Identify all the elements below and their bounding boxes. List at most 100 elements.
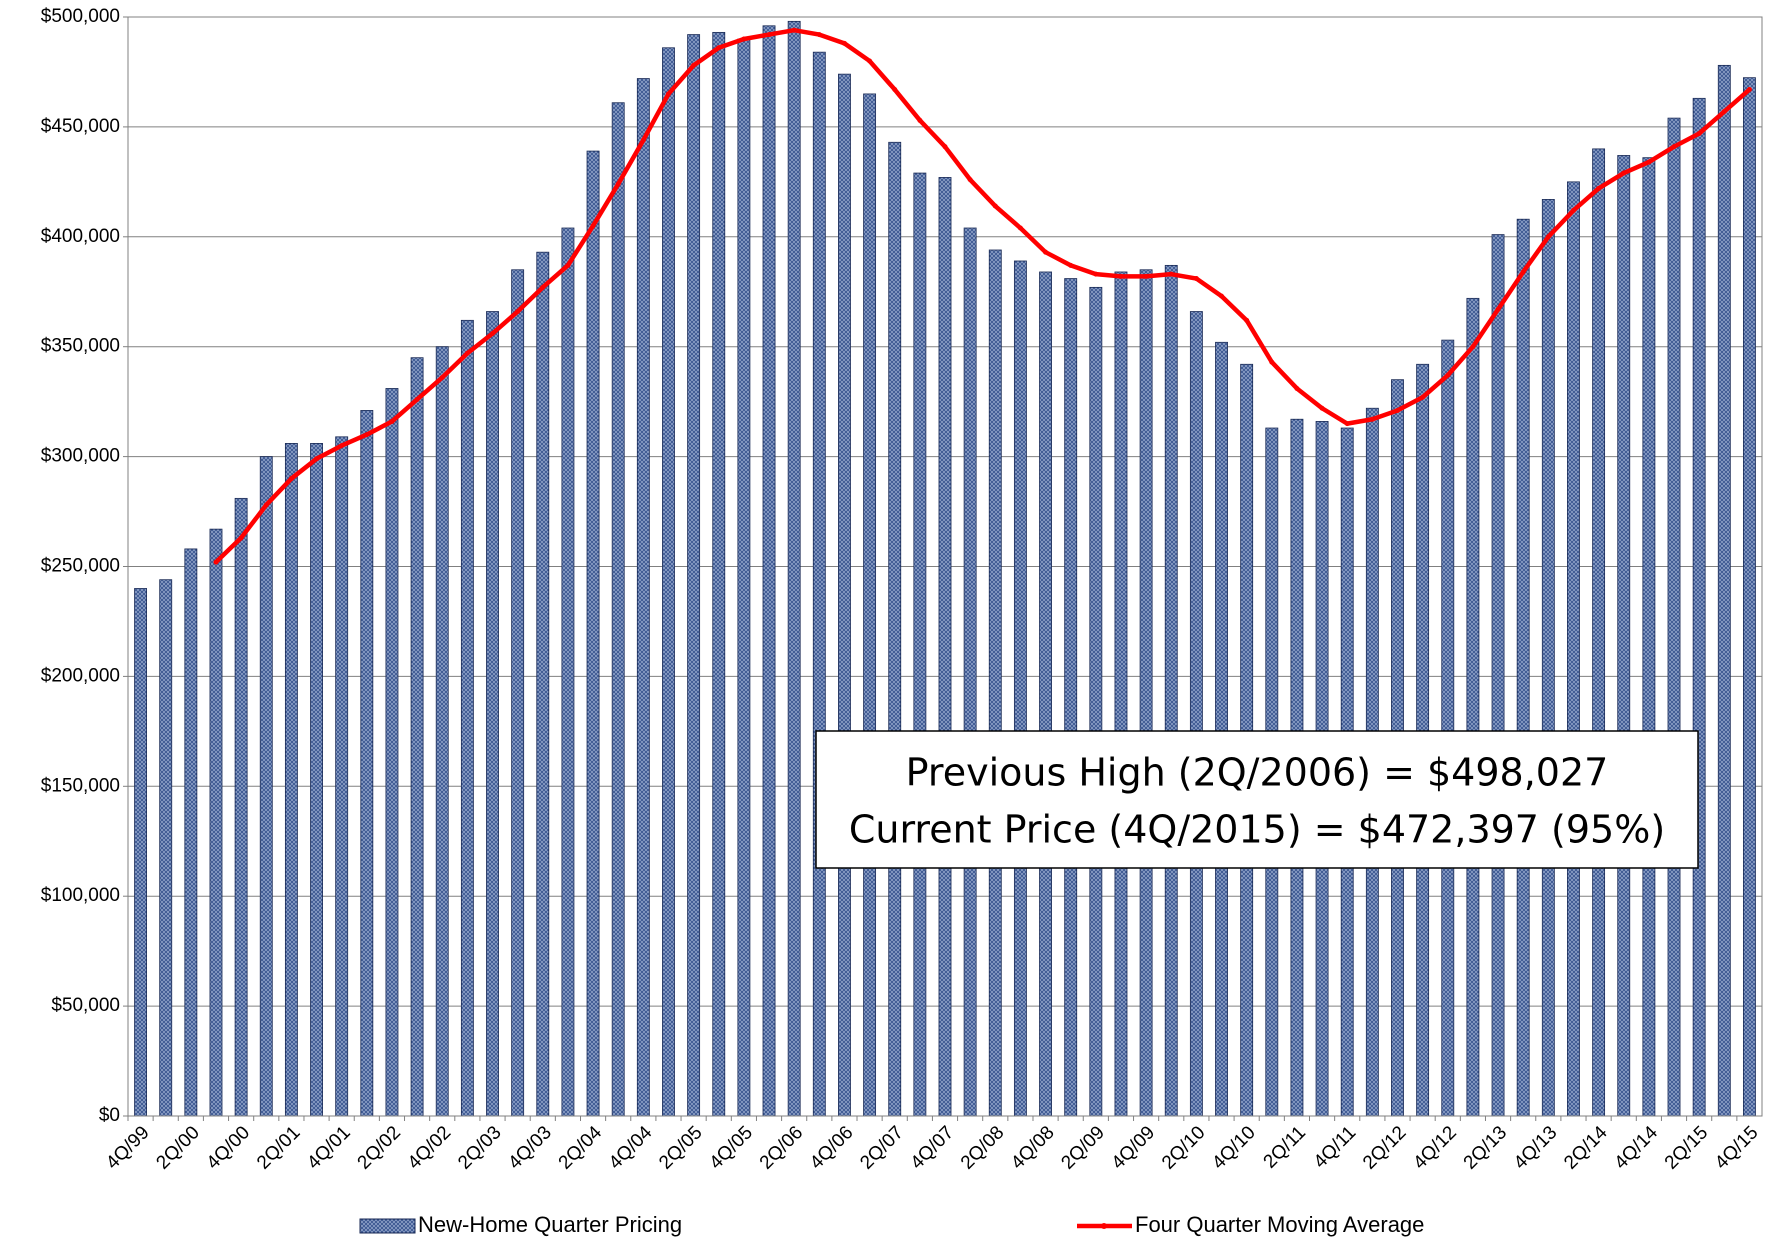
annotation: Previous High (2Q/2006) = $498,027 — [906, 751, 1609, 795]
line-marker — [1017, 225, 1023, 231]
bar — [259, 456, 273, 1117]
line-marker — [1043, 249, 1049, 255]
bar — [1717, 64, 1731, 1117]
bar — [1466, 297, 1480, 1117]
bar — [234, 497, 248, 1117]
bar — [209, 528, 223, 1117]
line-marker — [816, 32, 822, 38]
legend-label: Four Quarter Moving Average — [1135, 1212, 1424, 1237]
x-tick-label: 4Q/13 — [1510, 1122, 1561, 1173]
bar — [1667, 117, 1681, 1117]
x-tick-label: 4Q/07 — [907, 1122, 958, 1173]
bar — [888, 141, 902, 1117]
x-tick-label: 2Q/06 — [756, 1122, 807, 1173]
annotation: Current Price (4Q/2015) = $472,397 (95%) — [849, 808, 1665, 852]
bar — [838, 73, 851, 1117]
x-tick-label: 2Q/15 — [1661, 1122, 1712, 1173]
bar — [712, 31, 726, 1117]
line-marker — [841, 40, 847, 46]
line-marker — [1420, 394, 1426, 400]
line-marker — [1369, 416, 1375, 422]
x-tick-label: 4Q/03 — [504, 1122, 555, 1173]
bar — [284, 443, 298, 1117]
bar — [1642, 157, 1656, 1117]
bar — [863, 93, 877, 1117]
line-marker — [314, 456, 320, 462]
line-marker — [515, 309, 521, 315]
x-tick-label: 4Q/06 — [806, 1122, 857, 1173]
line-marker — [565, 262, 571, 268]
line-marker — [1646, 159, 1652, 165]
line-marker — [992, 203, 998, 209]
x-tick-label: 4Q/15 — [1711, 1122, 1762, 1173]
line-marker — [1621, 170, 1627, 176]
bar — [963, 227, 977, 1117]
line-marker — [1168, 271, 1174, 277]
bar — [310, 443, 323, 1117]
line-marker — [1671, 144, 1677, 150]
bar — [586, 150, 600, 1117]
line-marker — [892, 87, 898, 93]
bar — [938, 177, 952, 1117]
bar — [1013, 260, 1027, 1117]
bar — [360, 410, 374, 1117]
line-marker — [1696, 130, 1702, 136]
x-tick-label: 2Q/04 — [555, 1122, 607, 1174]
line-marker — [464, 350, 470, 356]
line-marker — [1193, 276, 1199, 282]
line-marker — [1093, 271, 1099, 277]
line-marker — [615, 181, 621, 187]
line — [214, 27, 1751, 564]
legend-label: New-Home Quarter Pricing — [418, 1212, 682, 1237]
x-tick-label: 2Q/07 — [856, 1122, 907, 1173]
y-tick-label: $50,000 — [51, 995, 120, 1016]
x-tick-label: 2Q/05 — [655, 1122, 706, 1173]
x-tick-label: 4Q/08 — [1007, 1122, 1058, 1173]
bar — [1114, 271, 1128, 1117]
y-tick-label: $500,000 — [41, 6, 120, 27]
line-marker — [1394, 407, 1400, 413]
bar — [561, 227, 575, 1117]
line-marker — [263, 502, 269, 508]
x-tick-label: 4Q/02 — [404, 1122, 455, 1173]
y-tick-label: $450,000 — [41, 116, 120, 137]
bar — [1139, 269, 1153, 1117]
x-tick-label: 2Q/01 — [253, 1122, 304, 1173]
bar — [812, 51, 826, 1117]
x-tick-label: 2Q/12 — [1359, 1122, 1410, 1173]
line-marker — [942, 144, 948, 150]
bar — [1541, 199, 1555, 1117]
x-tick-label: 4Q/00 — [203, 1122, 254, 1173]
line-marker — [741, 36, 747, 42]
x-tick-label: 2Q/09 — [1057, 1122, 1108, 1173]
x-tick-label: 2Q/13 — [1460, 1122, 1511, 1173]
legend-swatch — [359, 1218, 416, 1234]
bar — [737, 38, 751, 1117]
bar — [385, 388, 399, 1117]
line-marker — [389, 418, 395, 424]
line-marker — [238, 535, 244, 541]
line-marker — [213, 559, 219, 565]
x-tick-label: 2Q/03 — [454, 1122, 505, 1173]
line-marker — [364, 432, 370, 438]
y-tick-label: $300,000 — [41, 446, 120, 467]
line-marker — [439, 374, 445, 380]
x-tick-label: 4Q/05 — [706, 1122, 757, 1173]
x-tick-label: 2Q/00 — [152, 1122, 203, 1173]
x-tick-label: 4Q/01 — [303, 1122, 354, 1173]
bar — [134, 588, 148, 1117]
y-tick-label: $350,000 — [41, 336, 120, 357]
line-marker — [1344, 421, 1350, 427]
bar — [1215, 341, 1228, 1117]
bar — [536, 251, 550, 1117]
bar — [662, 47, 675, 1117]
bar — [435, 346, 449, 1117]
bar — [787, 20, 801, 1117]
line-marker — [1545, 234, 1551, 240]
bar — [611, 102, 625, 1117]
x-tick-label: 2Q/11 — [1260, 1122, 1310, 1172]
line-marker — [867, 58, 873, 64]
line-marker — [691, 62, 697, 68]
line-marker — [590, 223, 596, 229]
